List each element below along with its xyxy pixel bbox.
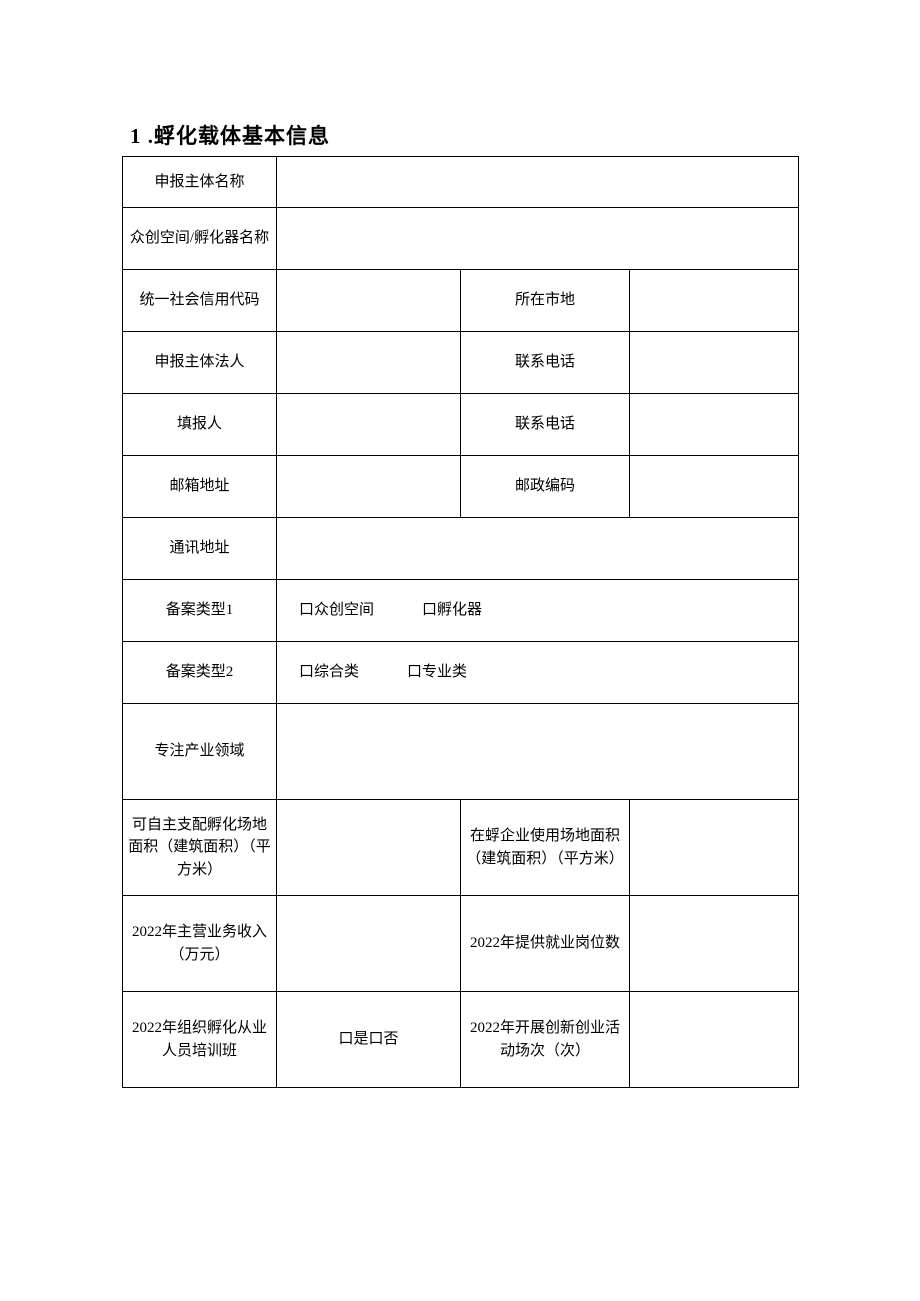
label-applicant-name: 申报主体名称 <box>123 157 277 208</box>
value-jobs-2022[interactable] <box>630 896 799 992</box>
value-enterprise-area[interactable] <box>630 800 799 896</box>
checkbox-general[interactable]: 口综合类 <box>299 664 359 680</box>
value-space-name[interactable] <box>277 208 799 270</box>
label-contact-phone: 联系电话 <box>461 332 630 394</box>
label-industry-focus: 专注产业领域 <box>123 704 277 800</box>
label-space-name: 众创空间/孵化器名称 <box>123 208 277 270</box>
value-postal-code[interactable] <box>630 456 799 518</box>
label-record-type2: 备案类型2 <box>123 642 277 704</box>
value-applicant-name[interactable] <box>277 157 799 208</box>
value-record-type2[interactable]: 口综合类 口专业类 <box>277 642 799 704</box>
label-activities-2022: 2022年开展创新创业活动场次（次） <box>461 992 630 1088</box>
label-social-credit-code: 统一社会信用代码 <box>123 270 277 332</box>
value-legal-person[interactable] <box>277 332 461 394</box>
value-filler-phone[interactable] <box>630 394 799 456</box>
value-training-2022[interactable]: 口是口否 <box>277 992 461 1088</box>
label-city: 所在市地 <box>461 270 630 332</box>
value-self-area[interactable] <box>277 800 461 896</box>
value-record-type1[interactable]: 口众创空间 口孵化器 <box>277 580 799 642</box>
label-self-area: 可自主支配孵化场地面积（建筑面积）（平方米） <box>123 800 277 896</box>
basic-info-table: 申报主体名称 众创空间/孵化器名称 统一社会信用代码 所在市地 申报主体法人 联… <box>122 156 799 1088</box>
value-email[interactable] <box>277 456 461 518</box>
value-revenue-2022[interactable] <box>277 896 461 992</box>
label-address: 通讯地址 <box>123 518 277 580</box>
label-filler: 填报人 <box>123 394 277 456</box>
section-title: 1 .蜉化载体基本信息 <box>122 120 798 150</box>
checkbox-professional[interactable]: 口专业类 <box>407 664 467 680</box>
value-industry-focus[interactable] <box>277 704 799 800</box>
label-training-2022: 2022年组织孵化从业人员培训班 <box>123 992 277 1088</box>
label-filler-phone: 联系电话 <box>461 394 630 456</box>
checkbox-incubator[interactable]: 口孵化器 <box>422 602 482 618</box>
label-email: 邮箱地址 <box>123 456 277 518</box>
value-address[interactable] <box>277 518 799 580</box>
value-city[interactable] <box>630 270 799 332</box>
value-filler[interactable] <box>277 394 461 456</box>
label-revenue-2022: 2022年主营业务收入（万元） <box>123 896 277 992</box>
label-enterprise-area: 在蜉企业使用场地面积（建筑面积）（平方米） <box>461 800 630 896</box>
checkbox-yes-no[interactable]: 口是口否 <box>338 1031 398 1047</box>
label-jobs-2022: 2022年提供就业岗位数 <box>461 896 630 992</box>
label-record-type1: 备案类型1 <box>123 580 277 642</box>
checkbox-space[interactable]: 口众创空间 <box>299 602 374 618</box>
value-social-credit-code[interactable] <box>277 270 461 332</box>
label-postal-code: 邮政编码 <box>461 456 630 518</box>
value-activities-2022[interactable] <box>630 992 799 1088</box>
label-legal-person: 申报主体法人 <box>123 332 277 394</box>
value-contact-phone[interactable] <box>630 332 799 394</box>
